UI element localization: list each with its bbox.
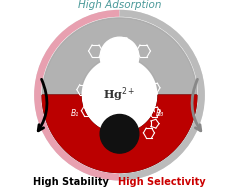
Text: B₃: B₃ bbox=[156, 109, 164, 118]
Text: Hg$^{2+}$: Hg$^{2+}$ bbox=[103, 85, 136, 104]
Polygon shape bbox=[42, 95, 197, 172]
Text: High Stability: High Stability bbox=[33, 177, 109, 187]
Text: High Selectivity: High Selectivity bbox=[118, 177, 206, 187]
Circle shape bbox=[100, 37, 139, 76]
Circle shape bbox=[36, 12, 203, 179]
Polygon shape bbox=[42, 18, 197, 95]
Text: High Adsorption: High Adsorption bbox=[78, 0, 161, 10]
Circle shape bbox=[100, 115, 139, 153]
Text: B₂: B₂ bbox=[122, 37, 131, 46]
Circle shape bbox=[35, 11, 204, 180]
Circle shape bbox=[103, 79, 136, 112]
Text: B₁: B₁ bbox=[71, 109, 79, 118]
Polygon shape bbox=[42, 95, 197, 172]
